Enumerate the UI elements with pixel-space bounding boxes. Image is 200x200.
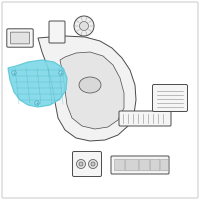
Circle shape xyxy=(80,21,88,30)
FancyBboxPatch shape xyxy=(153,84,188,112)
Polygon shape xyxy=(8,60,67,107)
Circle shape xyxy=(76,160,86,168)
Circle shape xyxy=(91,162,95,166)
FancyBboxPatch shape xyxy=(119,111,171,126)
FancyBboxPatch shape xyxy=(140,159,149,171)
FancyBboxPatch shape xyxy=(125,159,139,171)
Circle shape xyxy=(59,71,63,75)
Circle shape xyxy=(74,16,94,36)
Circle shape xyxy=(35,101,39,105)
Circle shape xyxy=(88,160,98,168)
Circle shape xyxy=(12,71,16,75)
FancyBboxPatch shape xyxy=(49,21,65,43)
FancyBboxPatch shape xyxy=(115,159,124,171)
FancyBboxPatch shape xyxy=(150,159,160,171)
FancyBboxPatch shape xyxy=(111,156,169,174)
Polygon shape xyxy=(60,52,124,129)
FancyBboxPatch shape xyxy=(72,152,102,176)
FancyBboxPatch shape xyxy=(11,32,29,44)
FancyBboxPatch shape xyxy=(7,29,33,47)
Circle shape xyxy=(79,162,83,166)
FancyBboxPatch shape xyxy=(161,159,168,171)
Ellipse shape xyxy=(79,77,101,93)
Polygon shape xyxy=(38,36,136,141)
